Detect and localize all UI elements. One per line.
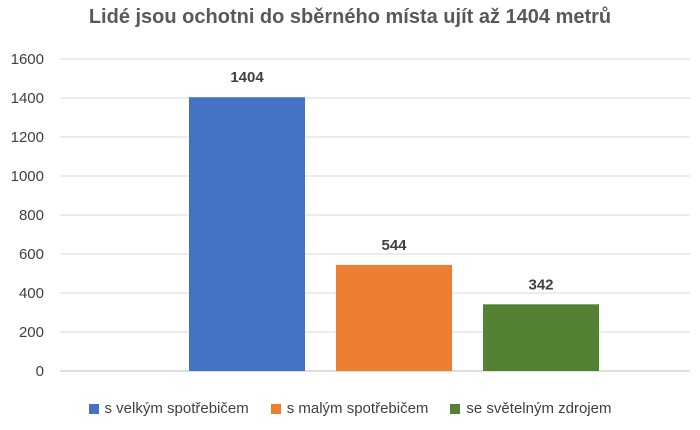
data-label: 544 xyxy=(381,237,407,254)
y-tick-label: 1200 xyxy=(11,129,44,146)
legend-label: s velkým spotřebičem xyxy=(104,400,249,417)
legend-item: se světelným zdrojem xyxy=(450,400,611,417)
y-tick-label: 1600 xyxy=(11,51,44,68)
y-tick-label: 600 xyxy=(19,246,44,263)
data-label: 1404 xyxy=(230,69,264,86)
legend-swatch xyxy=(88,403,99,414)
bar xyxy=(189,97,305,371)
data-label: 342 xyxy=(528,276,553,293)
y-tick-label: 0 xyxy=(36,363,44,380)
legend-swatch xyxy=(270,403,281,414)
chart-title: Lidé jsou ochotni do sběrného místa ujít… xyxy=(88,6,612,28)
legend-item: s velkým spotřebičem xyxy=(88,400,249,417)
legend-label: se světelným zdrojem xyxy=(466,400,612,417)
y-tick-label: 400 xyxy=(19,285,44,302)
y-tick-label: 1000 xyxy=(11,168,44,185)
legend-swatch xyxy=(450,403,461,414)
chart-legend: s velkým spotřebičem s malým spotřebičem s… xyxy=(0,400,700,417)
bar xyxy=(336,264,452,371)
legend-item: s malým spotřebičem xyxy=(270,400,429,417)
y-tick-label: 800 xyxy=(19,207,44,224)
y-tick-label: 200 xyxy=(19,324,44,341)
legend-label: s malým spotřebičem xyxy=(286,400,429,417)
y-tick-label: 1400 xyxy=(11,90,44,107)
bar xyxy=(483,304,599,371)
